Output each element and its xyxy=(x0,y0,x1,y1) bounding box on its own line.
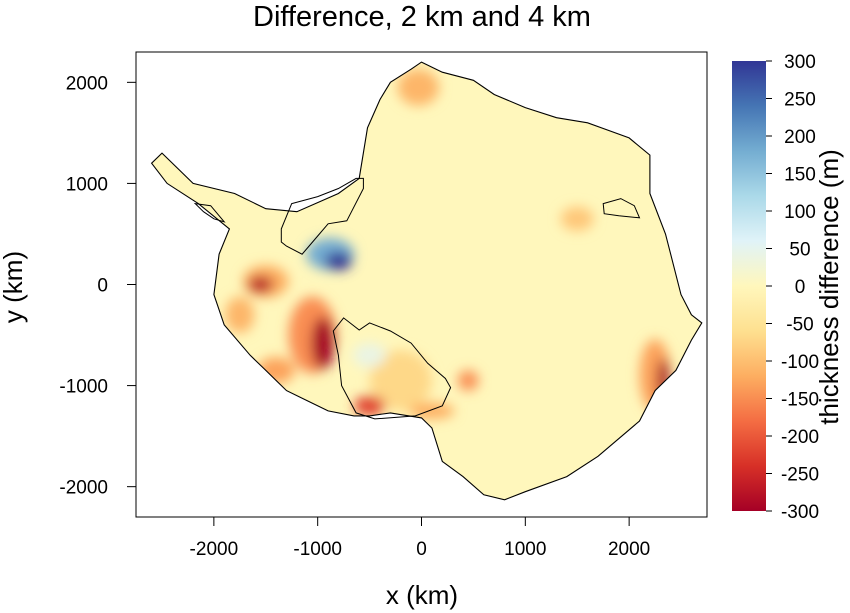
anomaly-patch xyxy=(369,350,432,411)
x-tick-label: -1000 xyxy=(293,539,342,560)
coastline-outline xyxy=(150,61,703,501)
anomaly-patch xyxy=(354,395,386,416)
y-tick-label: 0 xyxy=(97,276,108,297)
anomaly-patch xyxy=(225,296,255,334)
x-axis: -2000 -1000 0 1000 2000 xyxy=(190,517,650,560)
y-tick-label: -1000 xyxy=(59,377,108,398)
colorbar-tick-label: 300 xyxy=(784,52,816,73)
colorbar: 300 250 200 150 100 50 0 -50 -100 -150 -200 -250 -30… xyxy=(732,52,844,523)
anomaly-patch xyxy=(248,276,274,293)
anomaly-patch xyxy=(457,370,479,391)
ice-sheet-field xyxy=(151,62,702,500)
anomaly-patch xyxy=(311,316,335,370)
y-tick-label: 2000 xyxy=(66,73,108,94)
colorbar-tick-label: -250 xyxy=(781,465,819,486)
colorbar-tick-label: 150 xyxy=(784,165,816,186)
colorbar-tick-label: 250 xyxy=(784,90,816,111)
plot-area xyxy=(135,51,708,518)
anomaly-patch xyxy=(352,343,387,368)
ice-shelf-outline xyxy=(602,198,641,219)
colorbar-tick-label: 200 xyxy=(784,127,816,148)
x-axis-label: x (km) xyxy=(386,580,458,610)
y-axis-label: y (km) xyxy=(0,251,28,323)
x-tick-label: -2000 xyxy=(190,539,239,560)
colorbar-tick-label: 0 xyxy=(795,277,806,298)
colorbar-tick-label: -50 xyxy=(786,315,813,336)
x-tick-label: 1000 xyxy=(504,539,546,560)
anomaly-patch xyxy=(409,402,455,419)
anomaly-patch xyxy=(397,69,440,106)
y-tick-label: -2000 xyxy=(59,478,108,499)
ice-shelf-outline xyxy=(280,177,364,255)
anomaly-patch xyxy=(560,206,594,231)
colorbar-gradient xyxy=(732,61,766,511)
colorbar-tick-label: -100 xyxy=(781,352,819,373)
anomaly-patch xyxy=(324,252,352,271)
colorbar-tick-label: 50 xyxy=(789,240,810,261)
ice-shelf-outline xyxy=(193,202,226,223)
colorbar-tick-label: -300 xyxy=(781,502,819,523)
colorbar-tick-label: 100 xyxy=(784,202,816,223)
y-tick-label: 1000 xyxy=(66,174,108,195)
x-tick-label: 0 xyxy=(416,539,427,560)
colorbar-tick-label: -200 xyxy=(781,427,819,448)
colorbar-ticks: 300 250 200 150 100 50 0 -50 -100 -150 -200 -250 -30… xyxy=(766,52,819,523)
ice-shelf-outline xyxy=(332,317,452,420)
colorbar-label: thickness difference (m) xyxy=(814,149,844,425)
y-axis: -2000 -1000 0 1000 2000 xyxy=(59,73,136,499)
anomaly-layer xyxy=(225,69,671,419)
chart-title: Difference, 2 km and 4 km xyxy=(253,1,591,33)
ice-shelf-outlines xyxy=(193,177,641,420)
colorbar-tick-label: -150 xyxy=(781,390,819,411)
x-tick-label: 2000 xyxy=(608,539,650,560)
